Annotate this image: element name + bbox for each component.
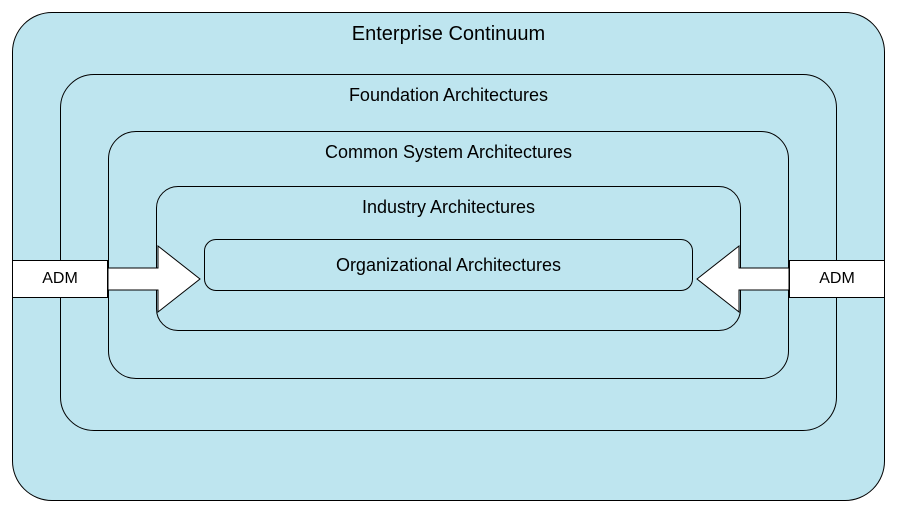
adm-label-text: ADM <box>819 270 855 288</box>
arrow-right-icon <box>108 246 200 312</box>
layer-organizational-architectures: Organizational Architectures <box>204 239 693 291</box>
adm-label-right: ADM <box>789 260 885 298</box>
enterprise-continuum-diagram: Enterprise Continuum Foundation Architec… <box>12 12 885 501</box>
adm-label-text: ADM <box>42 270 78 288</box>
layer-label: Industry Architectures <box>157 187 740 218</box>
layer-label: Organizational Architectures <box>336 255 561 276</box>
layer-label: Common System Architectures <box>109 132 788 163</box>
layer-label: Foundation Architectures <box>61 75 836 106</box>
layer-label: Enterprise Continuum <box>13 13 884 46</box>
arrow-left-icon <box>697 246 789 312</box>
adm-label-left: ADM <box>12 260 108 298</box>
